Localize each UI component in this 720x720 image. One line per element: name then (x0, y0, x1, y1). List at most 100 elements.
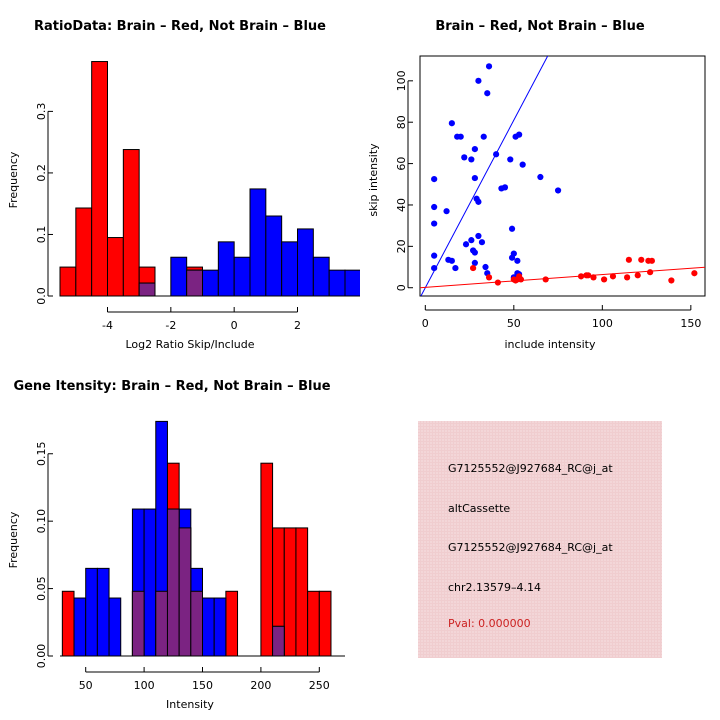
gene-histogram-title: Gene Itensity: Brain – Red, Not Brain – … (13, 379, 330, 394)
scatter-point (590, 274, 597, 281)
scatter-point (634, 272, 641, 279)
probeset-id-primary: G7125552@J927684_RC@j_at (448, 462, 613, 475)
scatter-point (625, 256, 632, 263)
x-axis-tick-label: -2 (165, 319, 176, 332)
genomic-locus: chr2.13579–4.14 (448, 581, 542, 594)
scatter-x-axis-label: include intensity (504, 338, 596, 351)
x-axis-tick-label: 200 (250, 679, 271, 692)
panel-annotation-info: G7125552@J927684_RC@j_at altCassette G71… (360, 360, 720, 720)
x-axis-tick-label: 0 (422, 317, 429, 330)
hist-bar-blue (202, 597, 215, 657)
scatter-point (468, 237, 475, 244)
y-axis-tick-label: 0.00 (35, 644, 48, 669)
event-type: altCassette (448, 502, 511, 515)
y-axis-tick-label: 20 (395, 239, 408, 253)
y-axis-tick-label: 0.3 (35, 103, 48, 121)
y-axis-tick-label: 0.0 (35, 287, 48, 305)
y-axis-tick-label: 0.15 (35, 442, 48, 467)
scatter-point (484, 90, 491, 97)
scatter-point (516, 131, 523, 138)
x-axis-tick-label: 150 (192, 679, 213, 692)
hist-bar-blue (281, 241, 298, 297)
scatter-point (537, 173, 544, 181)
scatter-point (508, 254, 516, 261)
scatter-point (457, 133, 464, 140)
hist-bar-overlap (186, 269, 204, 297)
scatter-point (585, 272, 592, 279)
hist-bar-overlap (131, 590, 145, 657)
scatter-point (461, 154, 468, 161)
x-axis-tick-label: 250 (309, 679, 330, 692)
scatter-point (431, 220, 438, 227)
scatter-point (691, 270, 698, 277)
hist-bar-red (318, 590, 332, 657)
y-axis-tick-label: 0.05 (35, 576, 48, 601)
scatter-point (507, 156, 514, 163)
hist-bar-red (225, 590, 239, 657)
scatter-point (431, 176, 438, 183)
hist-bar-overlap (138, 282, 156, 297)
hist-bar-red (307, 590, 320, 657)
scatter-point (431, 203, 438, 211)
scatter-point (448, 257, 455, 264)
ratio-x-axis-label: Log2 Ratio Skip/Include (125, 338, 254, 351)
scatter-point (508, 225, 516, 232)
hist-bar-blue (265, 215, 283, 297)
hist-bar-blue (312, 256, 330, 297)
hist-bar-red (59, 266, 77, 297)
regression-line (420, 56, 549, 296)
scatter-point (475, 232, 482, 240)
gene-x-axis-label: Intensity (166, 698, 214, 711)
y-axis-tick-label: 0 (395, 284, 408, 291)
hist-bar-red (91, 61, 108, 297)
x-axis-tick-label: 150 (680, 317, 701, 330)
scatter-point (462, 241, 470, 248)
y-axis-tick-label: 0.1 (35, 226, 48, 244)
hist-bar-blue (143, 508, 157, 657)
scatter-point (577, 273, 585, 280)
scatter-point (471, 249, 478, 256)
x-axis-tick-label: 2 (294, 319, 301, 332)
scatter-point (600, 276, 608, 283)
ratio-plot-area: 0.0 0.1 0.2 0.3 -4 -2 0 2 (35, 61, 360, 332)
scatter-point (517, 276, 525, 283)
pvalue-text: Pval: 0.000000 (448, 617, 531, 630)
hist-bar-blue (202, 269, 219, 297)
hist-bar-red (295, 527, 309, 657)
hist-bar-blue (233, 256, 251, 297)
scatter-point (542, 276, 549, 283)
scatter-point (647, 269, 654, 276)
y-axis-tick-label: 80 (395, 115, 408, 129)
scatter-point (478, 239, 486, 246)
scatter-point (638, 256, 645, 263)
gene-y-axis-label: Frequency (7, 511, 20, 568)
y-axis-tick-label: 40 (395, 198, 408, 212)
hist-bar-red (61, 590, 75, 657)
hist-bar-blue (213, 597, 227, 657)
hist-bar-red (107, 237, 124, 297)
scatter-point (519, 161, 526, 168)
panel-gene-histogram: Gene Itensity: Brain – Red, Not Brain – … (0, 360, 360, 720)
y-axis-tick-label: 0.10 (35, 509, 48, 534)
panel-intensity-scatter: Brain – Red, Not Brain – Blue 0 20 40 60 80 1… (360, 0, 720, 360)
scatter-point (468, 156, 475, 163)
scatter-point (624, 274, 631, 281)
scatter-point (554, 187, 562, 194)
y-axis-tick-label: 100 (395, 70, 408, 91)
hist-bar-blue (217, 241, 235, 297)
panel-ratio-histogram: RatioData: Brain – Red, Not Brain – Blue… (0, 0, 360, 360)
hist-bar-blue (328, 269, 346, 297)
hist-bar-overlap (155, 590, 168, 657)
scatter-point (471, 259, 478, 266)
scatter-point (648, 257, 655, 264)
hist-bar-blue (297, 228, 314, 297)
scatter-point (501, 184, 509, 191)
hist-bar-red (283, 527, 297, 657)
hist-bar-overlap (190, 590, 203, 657)
scatter-point (471, 174, 478, 182)
hist-bar-red (260, 462, 274, 657)
hist-bar-blue (96, 567, 110, 657)
hist-bar-overlap (166, 508, 180, 657)
scatter-point (668, 277, 675, 284)
